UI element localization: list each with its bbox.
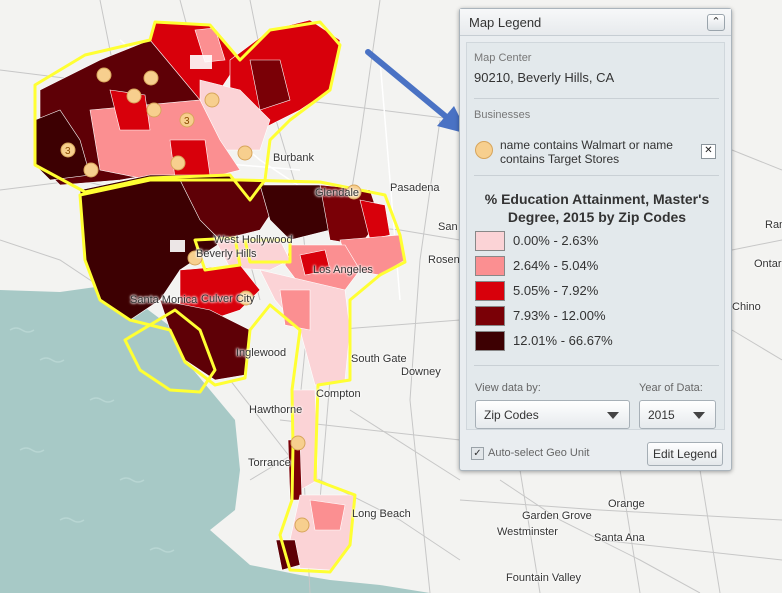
city-label: Santa Ana xyxy=(594,532,645,544)
legend-class-row: 5.05% - 7.92% xyxy=(475,281,715,301)
city-label: Downey xyxy=(401,366,441,378)
chevron-down-icon xyxy=(693,412,705,419)
business-marker xyxy=(237,145,253,161)
legend-body: Map Center 90210, Beverly Hills, CA Busi… xyxy=(466,42,725,430)
city-label: Ran xyxy=(765,219,782,231)
business-marker xyxy=(346,184,362,200)
business-marker xyxy=(143,70,159,86)
legend-class-row: 2.64% - 5.04% xyxy=(475,256,715,276)
business-marker xyxy=(290,435,306,451)
legend-class-label: 12.01% - 66.67% xyxy=(513,333,613,348)
city-label: Culver City xyxy=(201,293,255,305)
business-marker xyxy=(294,517,310,533)
city-label: Garden Grove xyxy=(522,510,592,522)
ocean xyxy=(0,285,430,593)
legend-swatch xyxy=(475,231,505,251)
divider xyxy=(474,365,719,366)
view-by-dropdown[interactable]: Zip Codes xyxy=(475,400,630,429)
business-layer-name: name contains Walmart or name contains T… xyxy=(500,138,673,166)
city-label: West Hollywood xyxy=(214,234,293,246)
city-label: Santa Monica xyxy=(130,294,198,306)
city-boundary-north xyxy=(33,20,342,202)
business-marker xyxy=(204,92,220,108)
year-value: 2015 xyxy=(648,408,675,422)
legend-swatch xyxy=(475,331,505,351)
city-boundary-south xyxy=(78,178,407,574)
map-center-label: Map Center xyxy=(474,52,532,64)
city-label: Chino xyxy=(732,301,761,313)
business-marker xyxy=(126,88,142,104)
view-by-value: Zip Codes xyxy=(484,408,539,422)
cluster-count-label: 3 xyxy=(65,146,71,157)
auto-select-label: Auto-select Geo Unit xyxy=(488,447,590,459)
map-legend-panel: Map Legend ⌃ Map Center 90210, Beverly H… xyxy=(459,8,732,471)
city-label: Glendale xyxy=(315,187,360,199)
theme-title: % Education Attainment, Master's Degree,… xyxy=(484,191,710,225)
map-center-value: 90210, Beverly Hills, CA xyxy=(474,70,615,85)
city-label: Burbank xyxy=(273,152,314,164)
ocean-wave-pattern xyxy=(9,327,175,553)
legend-class-label: 7.93% - 12.00% xyxy=(513,308,606,323)
business-marker xyxy=(187,250,203,266)
legend-swatch xyxy=(475,306,505,326)
cluster-count-label: 3 xyxy=(184,116,190,127)
business-marker xyxy=(146,102,162,118)
city-label: Inglewood xyxy=(236,347,287,359)
year-label: Year of Data: xyxy=(639,382,703,394)
region-central-red-2 xyxy=(359,199,391,241)
legend-header: Map Legend ⌃ xyxy=(460,9,731,36)
business-marker xyxy=(83,162,99,178)
legend-class-row: 7.93% - 12.00% xyxy=(475,306,715,326)
legend-class-label: 2.64% - 5.04% xyxy=(513,258,599,273)
legend-class-label: 0.00% - 2.63% xyxy=(513,233,599,248)
city-label: Rosen xyxy=(428,254,460,266)
legend-swatch xyxy=(475,281,505,301)
city-boundary-weho xyxy=(243,238,292,264)
city-label: Compton xyxy=(316,388,361,400)
region-dtla-red xyxy=(299,249,331,276)
auto-select-checkbox[interactable]: ✓ xyxy=(471,447,484,460)
edit-legend-button[interactable]: Edit Legend xyxy=(647,442,723,466)
city-label: Westminster xyxy=(497,526,558,538)
business-marker-icon xyxy=(475,141,493,159)
businesses-label: Businesses xyxy=(474,109,531,121)
divider xyxy=(474,98,719,99)
business-marker xyxy=(170,155,186,171)
city-label: Torrance xyxy=(248,457,291,469)
legend-class-label: 5.05% - 7.92% xyxy=(513,283,599,298)
legend-title: Map Legend xyxy=(469,15,542,30)
business-marker xyxy=(238,290,254,306)
legend-swatch xyxy=(475,256,505,276)
city-label: Long Beach xyxy=(352,508,411,520)
region-sfv-north-pink xyxy=(194,27,226,63)
region-sfv-east-dark xyxy=(249,59,291,111)
city-boundary-westside xyxy=(123,308,217,394)
city-label: Orange xyxy=(608,498,645,510)
city-label: Los Angeles xyxy=(313,264,373,276)
legend-footer: ✓ Auto-select Geo Unit Edit Legend xyxy=(460,436,731,470)
legend-class-row: 0.00% - 2.63% xyxy=(475,231,715,251)
region-san-pedro-dark xyxy=(275,539,301,571)
region-san-pedro-pink xyxy=(309,499,346,531)
business-marker xyxy=(96,67,112,83)
remove-business-layer-button[interactable]: ✕ xyxy=(701,144,716,159)
chevron-down-icon xyxy=(607,412,619,419)
legend-class-row: 12.01% - 66.67% xyxy=(475,331,715,351)
city-label: Pasadena xyxy=(390,182,440,194)
city-label: Beverly Hills xyxy=(196,248,257,260)
business-marker xyxy=(60,142,76,158)
city-label: Hawthorne xyxy=(249,404,303,416)
city-label: Fountain Valley xyxy=(506,572,582,584)
year-dropdown[interactable]: 2015 xyxy=(639,400,716,429)
city-label: South Gate xyxy=(351,353,407,365)
divider xyxy=(474,175,719,176)
business-marker xyxy=(179,112,195,128)
collapse-icon[interactable]: ⌃ xyxy=(707,14,725,31)
city-label: Ontar xyxy=(754,258,782,270)
view-by-label: View data by: xyxy=(475,382,541,394)
